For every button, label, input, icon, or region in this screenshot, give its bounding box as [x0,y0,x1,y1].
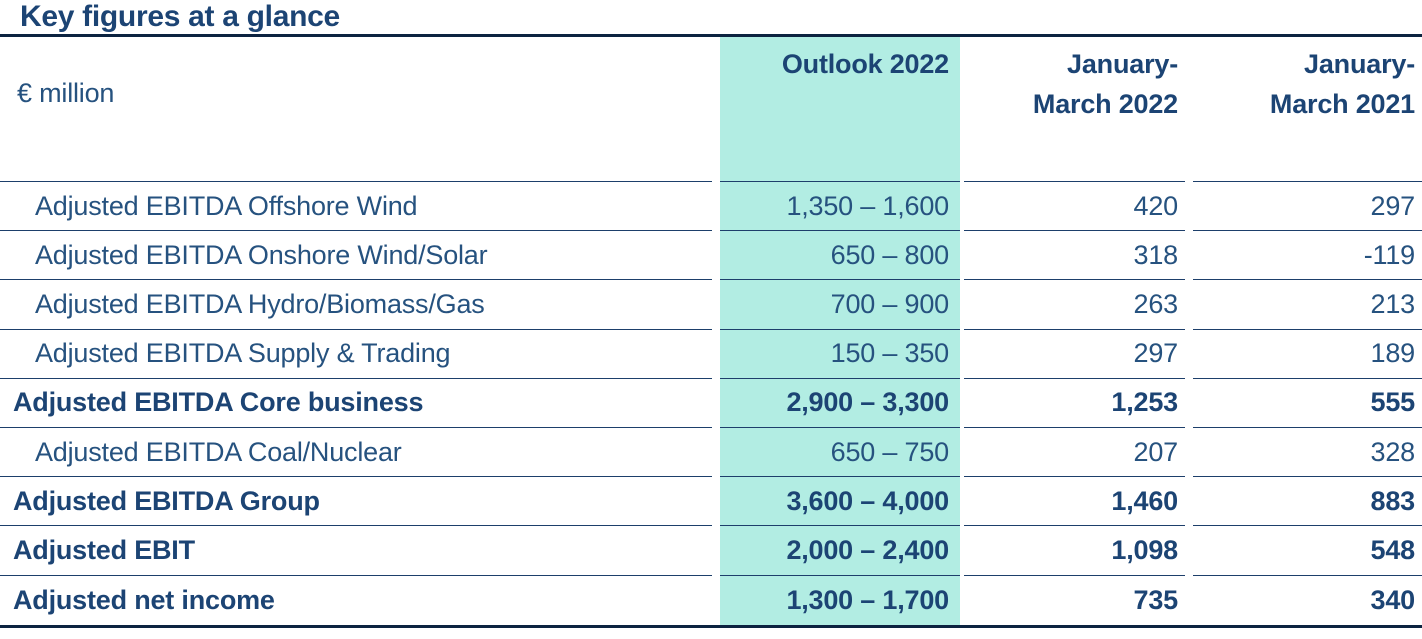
table-row-adjusted-ebitda-onshore-wind-solar: Adjusted EBITDA Onshore Wind/Solar 650 –… [0,231,1422,281]
january-march-2021-value: 555 [1193,379,1422,428]
january-march-2021-value: 213 [1193,280,1422,330]
january-march-2021-value: -119 [1193,231,1422,281]
table-row-adjusted-ebitda-core-business: Adjusted EBITDA Core business 2,900 – 3,… [0,378,1422,428]
table-row-adjusted-ebitda-hydro-biomass-gas: Adjusted EBITDA Hydro/Biomass/Gas 700 – … [0,280,1422,330]
column-gap [712,37,720,182]
outlook-2022-value: 2,000 – 2,400 [720,526,960,576]
row-label: Adjusted EBITDA Onshore Wind/Solar [0,231,712,281]
january-march-2021-value: 297 [1193,182,1422,232]
outlook-2022-value: 150 – 350 [720,329,960,379]
row-label: Adjusted EBIT [0,526,712,576]
row-label: Adjusted EBITDA Core business [0,379,712,428]
table-row-adjusted-ebitda-coal-nuclear: Adjusted EBITDA Coal/Nuclear 650 – 750 2… [0,427,1422,478]
row-label: Adjusted EBITDA Coal/Nuclear [0,428,712,478]
column-header-text: January- March 2021 [1269,49,1415,119]
outlook-2022-value: 1,300 – 1,700 [720,575,960,625]
january-march-2022-value: 420 [964,182,1185,232]
january-march-2022-value: 1,460 [964,477,1185,527]
row-label: Adjusted EBITDA Supply & Trading [0,330,712,379]
table-row-adjusted-net-income: Adjusted net income 1,300 – 1,700 735 34… [0,575,1422,625]
column-header-outlook-2022: Outlook 2022 [720,37,960,182]
january-march-2022-value: 1,253 [964,379,1185,428]
january-march-2022-value: 207 [964,428,1185,478]
table-header-row: € million Outlook 2022 January- March 202… [0,37,1422,182]
january-march-2021-value: 548 [1193,526,1422,576]
january-march-2022-value: 1,098 [964,526,1185,576]
row-label: Adjusted EBITDA Group [0,477,712,527]
outlook-2022-value: 2,900 – 3,300 [720,378,960,428]
outlook-2022-value: 650 – 800 [720,231,960,281]
january-march-2022-value: 297 [964,330,1185,379]
row-label: Adjusted net income [13,584,275,615]
outlook-2022-value: 1,350 – 1,600 [720,182,960,232]
column-header-text: January- March 2022 [1032,49,1178,119]
table-row-adjusted-ebitda-offshore-wind: Adjusted EBITDA Offshore Wind 1,350 – 1,… [0,182,1422,232]
row-label: Adjusted EBITDA Hydro/Biomass/Gas [0,280,712,330]
table-row-adjusted-ebit: Adjusted EBIT 2,000 – 2,400 1,098 548 [0,526,1422,576]
column-header-january-march-2022: January- March 2022 [964,37,1185,182]
table-row-adjusted-ebitda-supply-trading: Adjusted EBITDA Supply & Trading 150 – 3… [0,329,1422,379]
outlook-2022-value: 700 – 900 [720,280,960,330]
january-march-2021-value: 340 [1370,584,1416,615]
outlook-2022-value: 650 – 750 [720,427,960,478]
column-gap [1185,37,1193,182]
key-figures-table: € million Outlook 2022 January- March 202… [0,37,1422,628]
page-title: Key figures at a glance [20,0,340,33]
table-row-adjusted-ebitda-group: Adjusted EBITDA Group 3,600 – 4,000 1,46… [0,477,1422,527]
january-march-2021-value: 328 [1193,428,1422,478]
title-band: Key figures at a glance [0,0,1422,37]
outlook-2022-value: 3,600 – 4,000 [720,477,960,527]
column-header-january-march-2021: January- March 2021 [1193,37,1422,182]
january-march-2021-value: 883 [1193,477,1422,527]
january-march-2022-value: 318 [964,231,1185,281]
january-march-2021-value: 189 [1193,330,1422,379]
unit-label: € million [0,37,712,182]
january-march-2022-value: 735 [1133,584,1179,615]
row-label: Adjusted EBITDA Offshore Wind [0,182,712,232]
january-march-2022-value: 263 [964,280,1185,330]
